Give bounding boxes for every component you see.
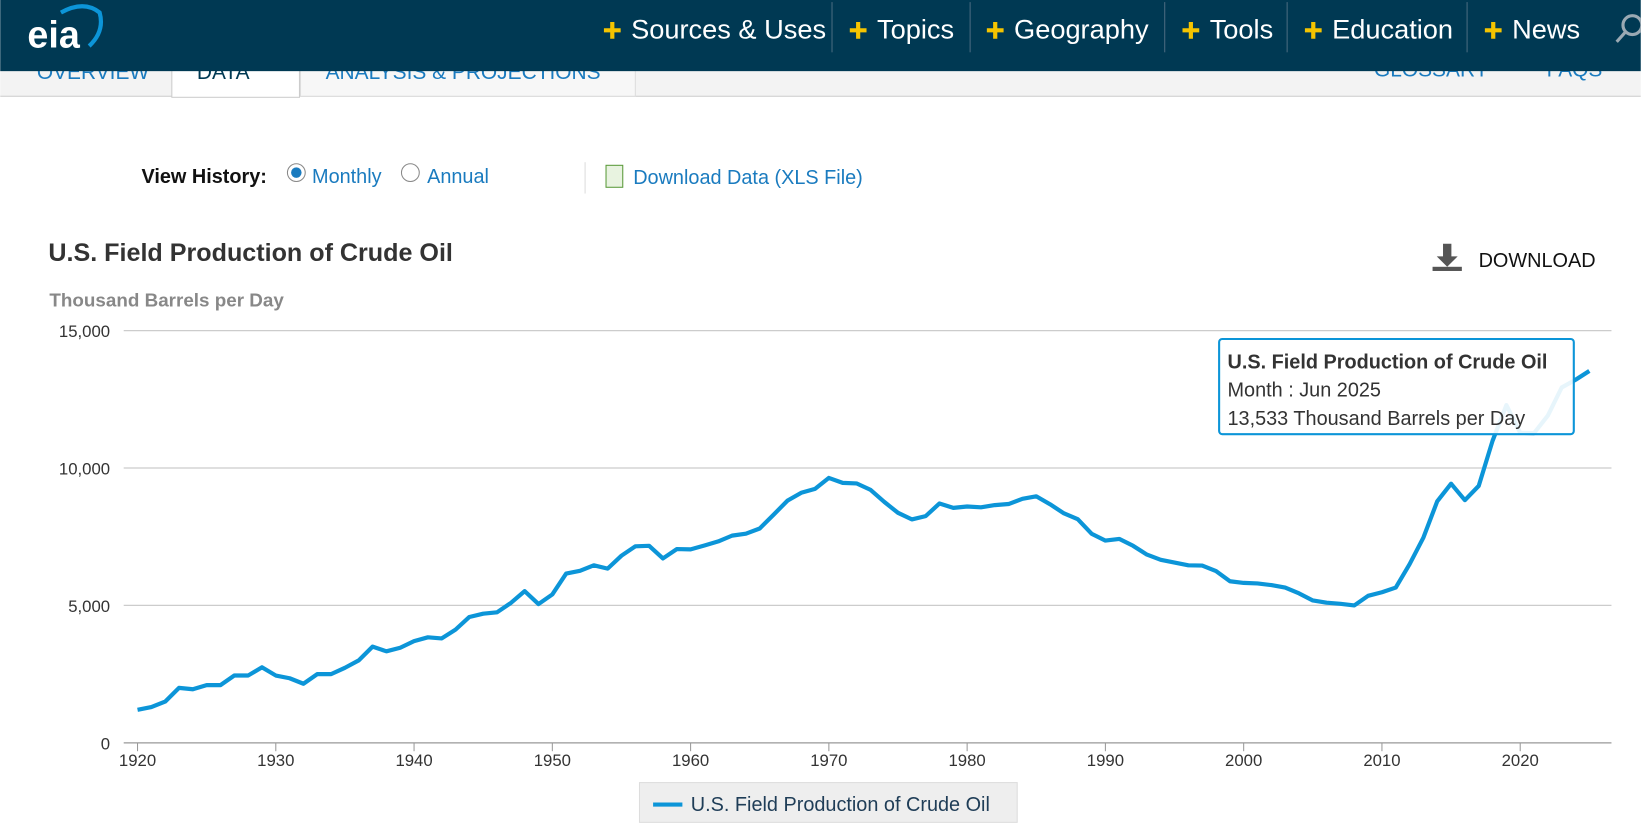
radio-dot xyxy=(291,167,302,178)
x-tick-label: 1980 xyxy=(949,751,986,770)
nav-plus xyxy=(986,21,1004,39)
legend xyxy=(638,782,1018,823)
logo-swoosh xyxy=(59,4,104,48)
nav-item[interactable]: News xyxy=(1512,14,1580,45)
tooltip-month: Month : Jun 2025 xyxy=(1227,380,1380,402)
y-tick-label: 15,000 xyxy=(59,322,110,341)
x-tick-label: 1930 xyxy=(257,751,294,770)
data-line xyxy=(137,369,1591,712)
nav-plus xyxy=(1484,21,1502,39)
nav-item[interactable]: Tools xyxy=(1210,14,1273,45)
chart-title: U.S. Field Production of Crude Oil xyxy=(48,239,453,267)
tooltip-value: 13,533 Thousand Barrels per Day xyxy=(1227,408,1525,430)
nav-item[interactable]: Sources & Uses xyxy=(631,14,826,45)
nav-plus xyxy=(849,21,867,39)
x-tick-label: 2020 xyxy=(1502,751,1539,770)
nav-item[interactable]: Geography xyxy=(1014,14,1149,45)
nav-items: Sources & Uses Topics Geography Tools Educat… xyxy=(603,2,1580,53)
search-icon[interactable] xyxy=(1621,14,1641,37)
x-tick-label: 2000 xyxy=(1225,751,1262,770)
x-tick-label: 1960 xyxy=(672,751,709,770)
y-tick-label: 10,000 xyxy=(59,460,110,479)
legend-label[interactable]: U.S. Field Production of Crude Oil xyxy=(691,794,990,816)
download-icon-base xyxy=(1432,266,1462,271)
nav-item[interactable]: Topics xyxy=(877,14,954,45)
nav-item[interactable]: Education xyxy=(1332,14,1453,45)
x-tick-label: 1970 xyxy=(810,751,847,770)
y-tick-label: 5,000 xyxy=(68,597,110,616)
plot-area: 0 5,000 10,000 15,000 1920 1930 1940 1950 1960 19… xyxy=(59,322,1612,770)
x-tick-label: 1950 xyxy=(534,751,571,770)
nav-plus xyxy=(1304,21,1322,39)
view-history-label: View History: xyxy=(141,166,266,188)
download-data-link[interactable]: Download Data (XLS File) xyxy=(633,167,863,189)
nav-plus xyxy=(603,21,621,39)
radio-label[interactable]: Annual xyxy=(427,166,489,188)
nav-bar xyxy=(0,0,1641,72)
x-tick-label: 1920 xyxy=(119,751,156,770)
y-axis-title: Thousand Barrels per Day xyxy=(49,289,284,310)
search-icon-handle xyxy=(1615,31,1627,43)
download-button[interactable]: DOWNLOAD xyxy=(1479,250,1596,272)
x-tick-label: 1990 xyxy=(1087,751,1124,770)
radio-label[interactable]: Monthly xyxy=(312,166,382,188)
radio[interactable] xyxy=(400,163,420,183)
tooltip xyxy=(1218,337,1575,436)
x-tick-label: 2010 xyxy=(1363,751,1400,770)
xls-icon xyxy=(605,164,624,188)
y-tick-label: 0 xyxy=(101,734,110,753)
download-icon xyxy=(1436,243,1458,267)
tooltip-title: U.S. Field Production of Crude Oil xyxy=(1227,351,1547,373)
x-tick-label: 1940 xyxy=(395,751,432,770)
logo[interactable]: eia xyxy=(27,14,80,56)
nav-plus xyxy=(1182,21,1200,39)
